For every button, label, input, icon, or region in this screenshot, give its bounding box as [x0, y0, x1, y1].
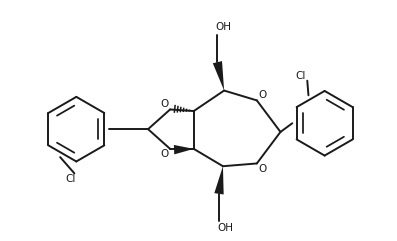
Text: OH: OH: [217, 223, 233, 234]
Text: Cl: Cl: [295, 71, 305, 81]
Text: O: O: [160, 99, 169, 109]
Text: O: O: [258, 164, 266, 174]
Polygon shape: [213, 61, 224, 91]
Text: OH: OH: [215, 22, 231, 33]
Polygon shape: [214, 166, 224, 194]
Polygon shape: [174, 145, 194, 154]
Text: O: O: [160, 149, 169, 159]
Text: Cl: Cl: [65, 174, 75, 184]
Text: O: O: [258, 90, 266, 100]
